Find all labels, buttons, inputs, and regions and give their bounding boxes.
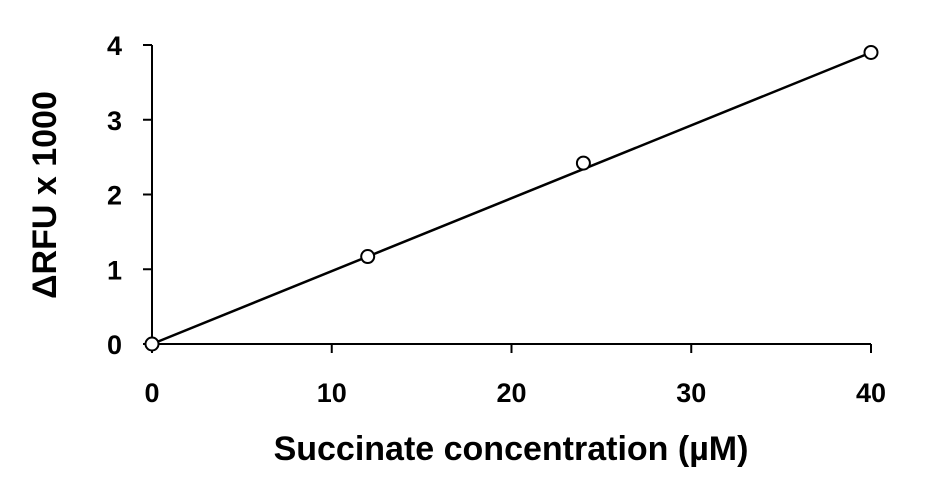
x-tick-label: 30 [676, 378, 706, 408]
x-tick-label: 20 [496, 378, 526, 408]
x-tick-label: 10 [317, 378, 347, 408]
data-point [144, 336, 160, 352]
trendline [151, 51, 872, 346]
data-point [863, 44, 879, 60]
y-tick-label: 0 [107, 330, 122, 360]
data-point [575, 155, 591, 171]
y-tick-label: 1 [107, 255, 122, 285]
y-tick-label: 2 [107, 181, 122, 211]
y-tick-label: 3 [107, 106, 122, 136]
data-point [360, 249, 376, 265]
x-axis-title: Succinate concentration (µM) [274, 430, 749, 468]
y-tick-label: 4 [107, 31, 122, 61]
plot-area: 0 10 20 30 40 0 1 2 3 4 [107, 31, 886, 408]
y-axis-title: ΔRFU x 1000 [26, 91, 64, 299]
x-tick-label: 40 [856, 378, 886, 408]
x-tick-label: 0 [144, 378, 159, 408]
